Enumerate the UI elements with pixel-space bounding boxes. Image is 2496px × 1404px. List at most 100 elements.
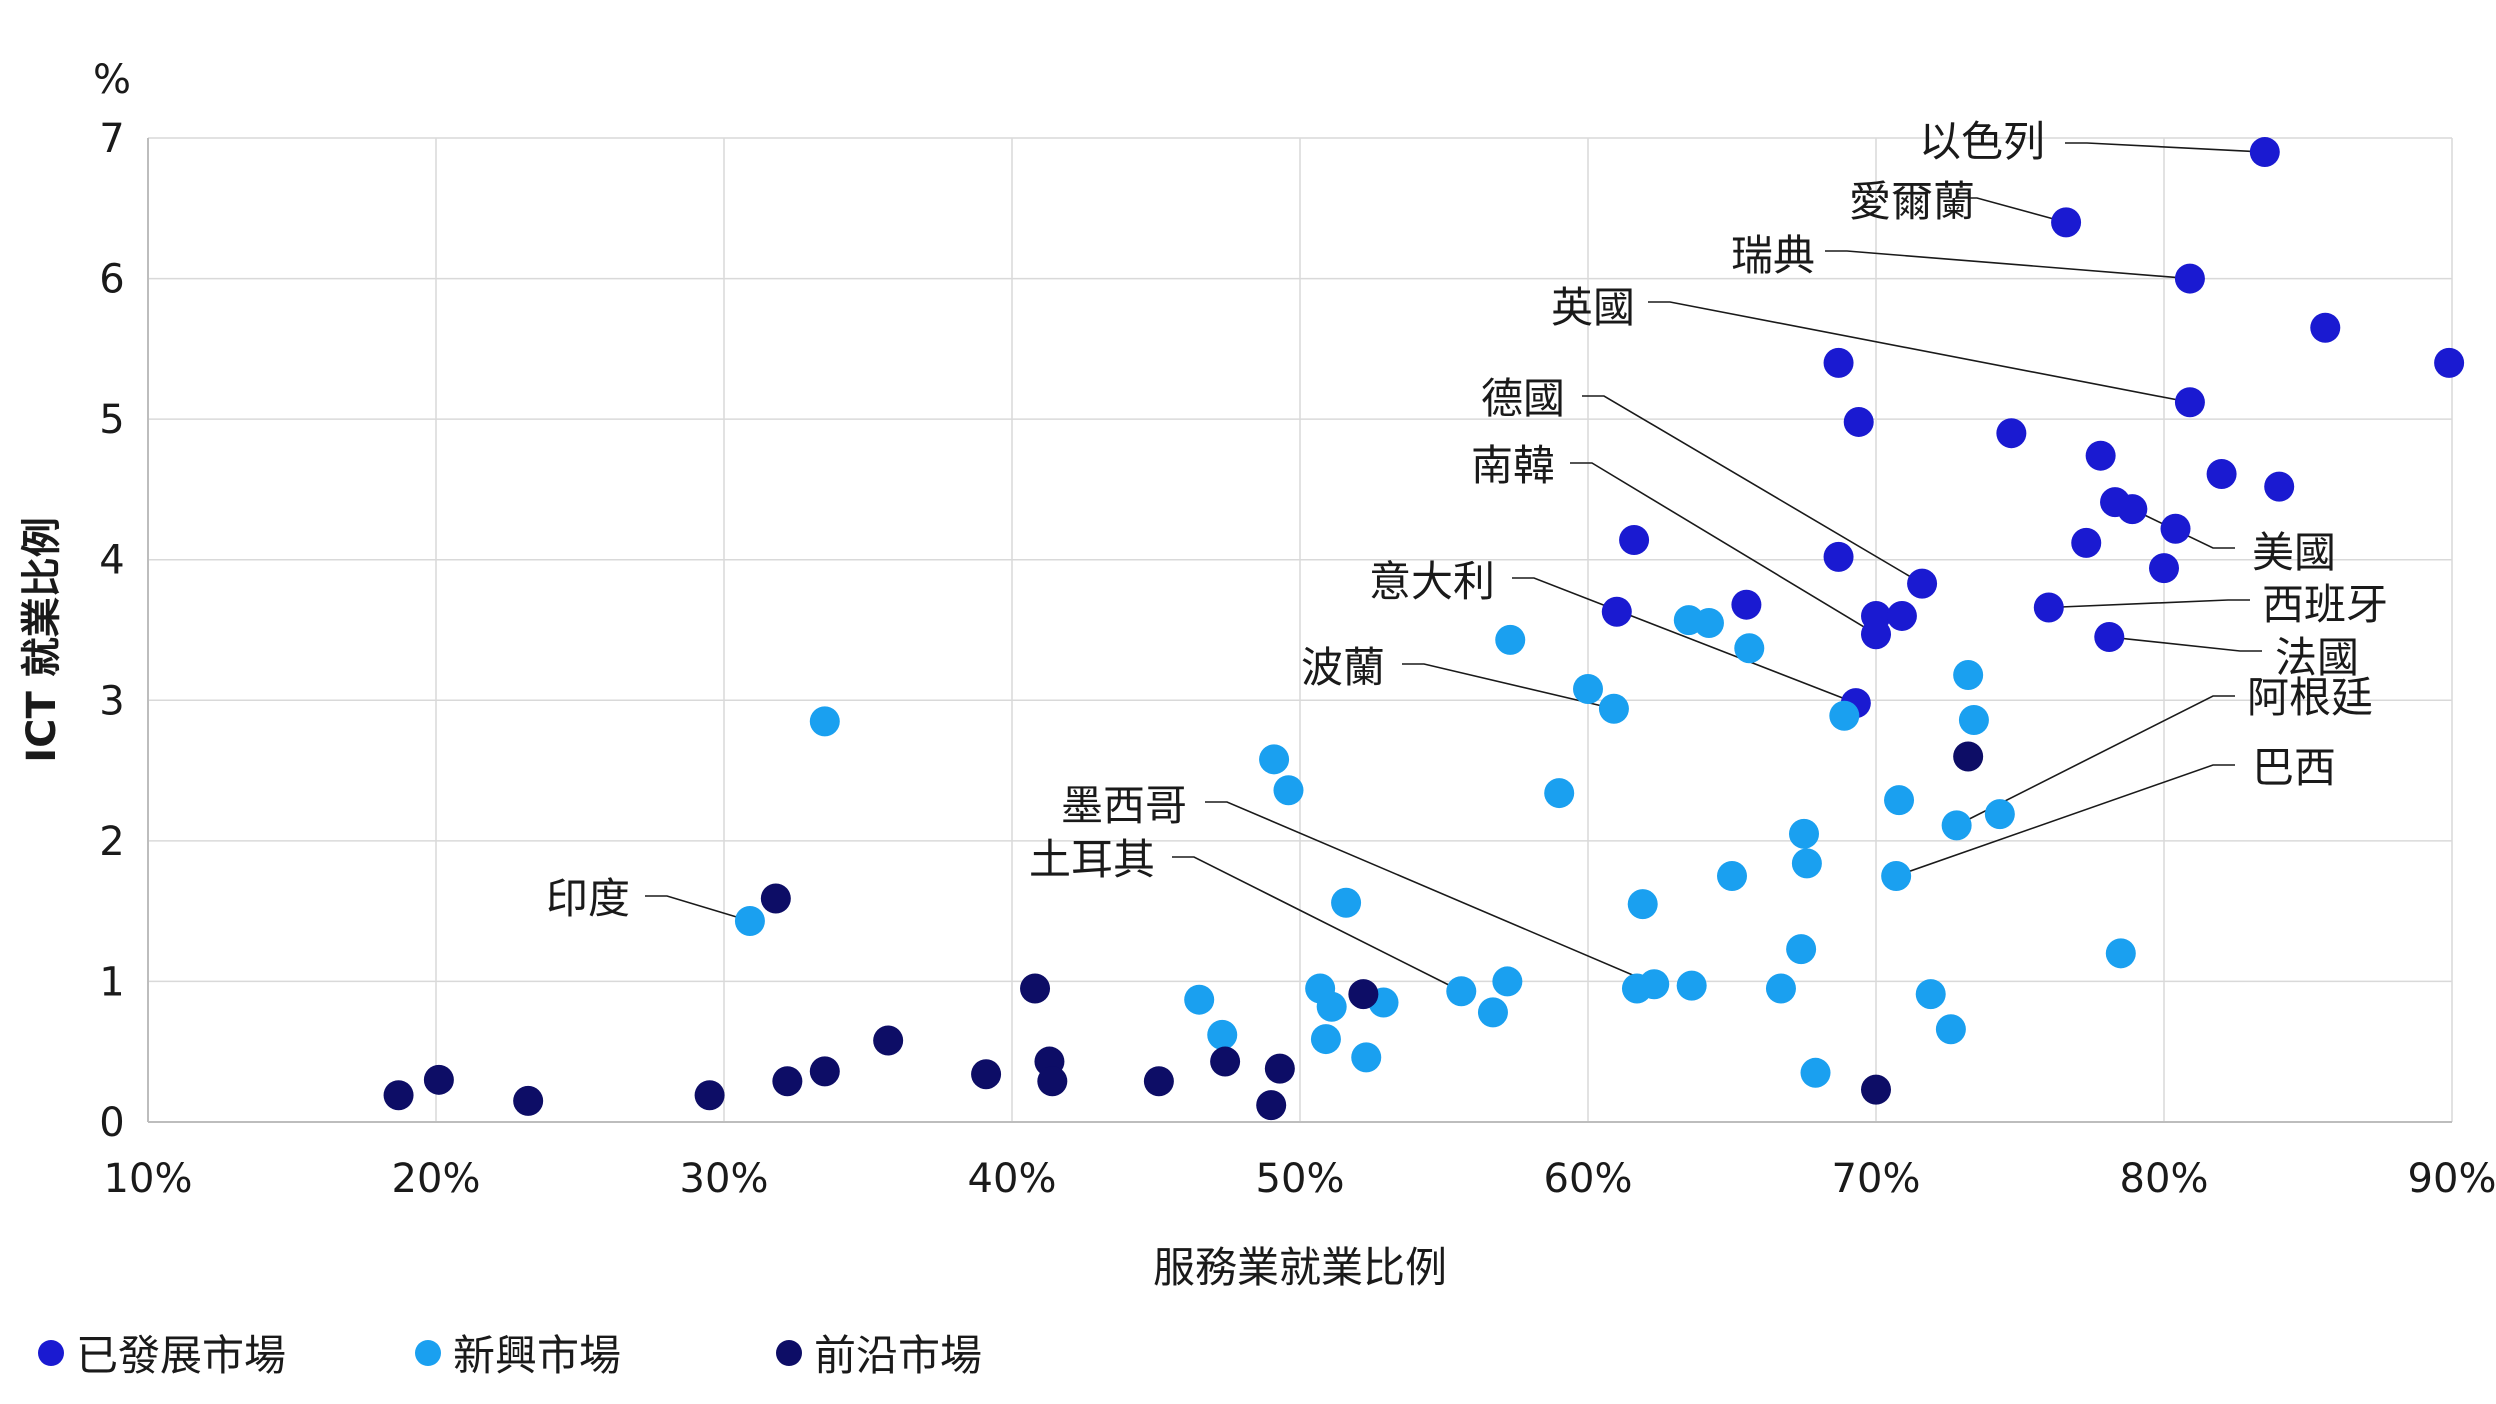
legend-label-emerging: 新興市場 bbox=[453, 1331, 622, 1380]
data-point-developed bbox=[2160, 513, 2191, 544]
data-point-emerging bbox=[1259, 744, 1290, 775]
data-point-emerging bbox=[809, 706, 840, 737]
legend-marker-frontier bbox=[776, 1339, 802, 1366]
x-tick-label: 10% bbox=[104, 1156, 193, 1202]
y-tick-label: 3 bbox=[99, 678, 124, 724]
data-point-emerging bbox=[1492, 966, 1523, 997]
legend-label-frontier: 前沿市場 bbox=[814, 1331, 983, 1380]
legend-item-emerging: 新興市場 bbox=[415, 1322, 621, 1383]
data-point-developed bbox=[2264, 471, 2295, 502]
country-label: 阿根廷 bbox=[2247, 673, 2373, 722]
data-point-emerging bbox=[1310, 1024, 1341, 1055]
data-point-emerging bbox=[1791, 848, 1822, 879]
data-point-emerging bbox=[1884, 785, 1915, 816]
data-point-developed bbox=[2174, 387, 2205, 418]
data-point-developed bbox=[2117, 494, 2148, 525]
data-point-developed bbox=[2434, 347, 2465, 378]
y-axis-title: ICT 就業比例 bbox=[19, 517, 65, 762]
data-point-emerging bbox=[1693, 607, 1724, 638]
data-point-frontier bbox=[1348, 979, 1379, 1010]
data-point-developed bbox=[1731, 589, 1762, 620]
data-point-emerging bbox=[1477, 997, 1508, 1028]
data-point-frontier bbox=[971, 1059, 1002, 1090]
data-point-emerging bbox=[1786, 934, 1817, 965]
leader-line bbox=[1648, 301, 2191, 404]
leader-line bbox=[1582, 395, 1923, 585]
data-point-emerging bbox=[1984, 799, 2015, 830]
data-point-frontier bbox=[513, 1085, 544, 1116]
data-point-developed bbox=[2071, 527, 2102, 558]
data-point-emerging bbox=[1331, 887, 1362, 918]
leader-line bbox=[2109, 636, 2262, 652]
legend-item-frontier: 前沿市場 bbox=[776, 1322, 982, 1383]
country-label: 德國 bbox=[1481, 374, 1565, 423]
data-point-developed bbox=[2094, 622, 2125, 653]
data-point-emerging bbox=[1789, 818, 1819, 849]
data-point-developed bbox=[2085, 440, 2116, 471]
x-tick-label: 40% bbox=[968, 1156, 1057, 1202]
x-tick-label: 60% bbox=[1544, 1156, 1633, 1202]
data-point-frontier bbox=[1143, 1066, 1174, 1097]
data-point-developed bbox=[2051, 207, 2082, 238]
data-point-emerging bbox=[1676, 970, 1707, 1001]
data-point-frontier bbox=[423, 1064, 454, 1095]
data-point-developed bbox=[1601, 596, 1632, 627]
data-point-emerging bbox=[734, 905, 765, 936]
data-point-emerging bbox=[1207, 1019, 1238, 1050]
y-unit-label: % bbox=[93, 57, 131, 103]
data-point-emerging bbox=[1915, 979, 1946, 1010]
data-point-frontier bbox=[873, 1025, 904, 1056]
leader-line bbox=[1570, 462, 1877, 635]
country-label: 愛爾蘭 bbox=[1849, 177, 1975, 226]
data-point-emerging bbox=[1829, 700, 1860, 731]
data-point-frontier bbox=[1264, 1053, 1295, 1084]
leader-line bbox=[1205, 801, 1655, 985]
data-point-frontier bbox=[1953, 741, 1984, 772]
legend: 已發展市場 新興市場 前沿市場 bbox=[0, 1322, 2496, 1382]
data-points bbox=[383, 137, 2465, 1121]
data-point-developed bbox=[1619, 525, 1650, 556]
data-point-frontier bbox=[1020, 973, 1051, 1004]
y-tick-label: 1 bbox=[99, 959, 124, 1005]
data-point-developed bbox=[2206, 458, 2237, 489]
x-tick-label: 90% bbox=[2408, 1156, 2496, 1202]
axes: 0 1 2 3 4 5 6 7 10% 20% 30% 40% 50% 60% 70% 80% 90% bbox=[99, 116, 2496, 1202]
country-label: 美國 bbox=[2252, 528, 2336, 577]
data-point-developed bbox=[2310, 312, 2341, 343]
y-tick-label: 4 bbox=[99, 538, 124, 584]
leader-line bbox=[1955, 197, 2067, 224]
data-point-emerging bbox=[1544, 778, 1575, 809]
data-point-emerging bbox=[1598, 693, 1629, 724]
data-point-developed bbox=[1907, 568, 1938, 599]
country-label: 土耳其 bbox=[1029, 835, 1155, 884]
data-point-frontier bbox=[809, 1056, 840, 1087]
x-tick-label: 20% bbox=[392, 1156, 481, 1202]
data-point-frontier bbox=[1037, 1066, 1068, 1097]
legend-label-developed: 已發展市場 bbox=[76, 1331, 287, 1380]
leader-line bbox=[1956, 695, 2235, 827]
data-point-emerging bbox=[1316, 991, 1347, 1022]
country-label: 瑞典 bbox=[1731, 231, 1815, 280]
x-tick-label: 50% bbox=[1256, 1156, 1345, 1202]
data-point-frontier bbox=[760, 883, 791, 914]
data-point-emerging bbox=[1621, 973, 1652, 1004]
y-tick-label: 7 bbox=[99, 116, 124, 162]
data-point-developed bbox=[1861, 619, 1891, 650]
data-point-emerging bbox=[1765, 973, 1796, 1004]
data-point-emerging bbox=[1953, 659, 1984, 690]
x-tick-label: 70% bbox=[1832, 1156, 1921, 1202]
leader-line bbox=[1172, 856, 1462, 992]
data-point-frontier bbox=[1861, 1074, 1891, 1105]
leader-line bbox=[1895, 764, 2235, 877]
data-point-emerging bbox=[1958, 704, 1989, 735]
data-point-developed bbox=[1823, 541, 1854, 572]
country-label: 法國 bbox=[2275, 633, 2359, 682]
leader-line bbox=[2131, 508, 2235, 549]
data-point-frontier bbox=[383, 1080, 414, 1111]
data-point-developed bbox=[2174, 263, 2205, 294]
y-tick-label: 2 bbox=[99, 819, 124, 865]
country-label: 巴西 bbox=[2252, 743, 2336, 792]
